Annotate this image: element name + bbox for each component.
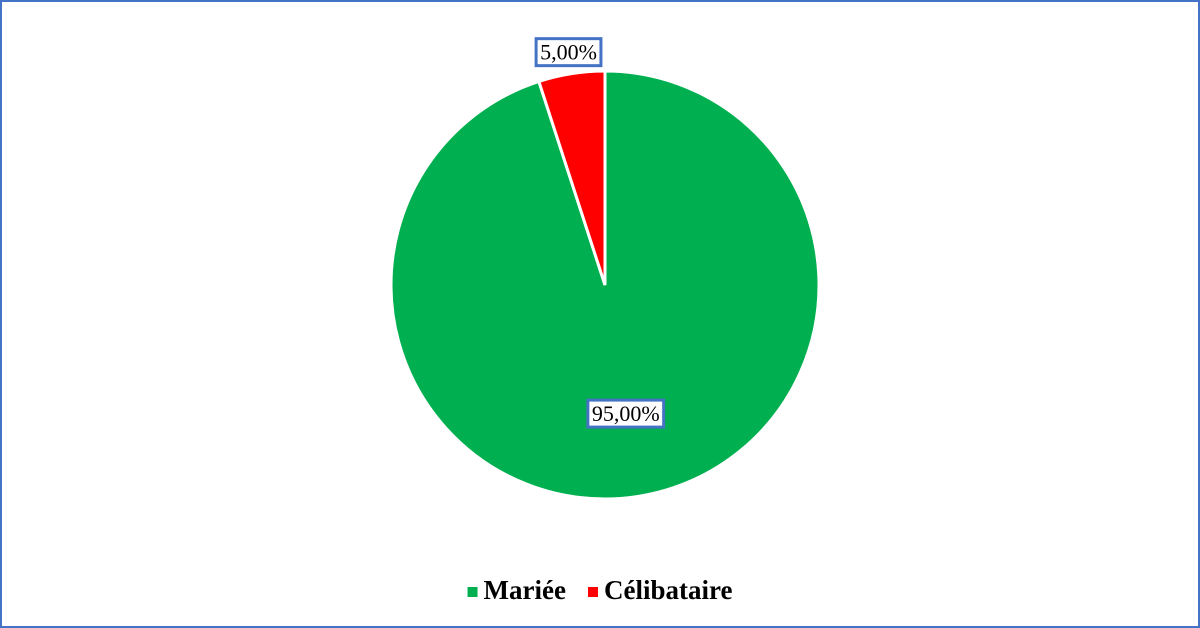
data-label: 5,00% xyxy=(540,40,597,65)
legend-label: Mariée xyxy=(484,575,566,605)
legend-label: Célibataire xyxy=(604,575,732,605)
data-label: 95,00% xyxy=(592,401,660,426)
data-label-box xyxy=(586,398,666,429)
legend-swatch xyxy=(467,587,478,597)
pie-slice xyxy=(536,69,607,286)
legend-swatch xyxy=(587,587,598,597)
legend: Mariée Célibataire xyxy=(467,575,732,605)
data-label-box xyxy=(534,37,603,68)
